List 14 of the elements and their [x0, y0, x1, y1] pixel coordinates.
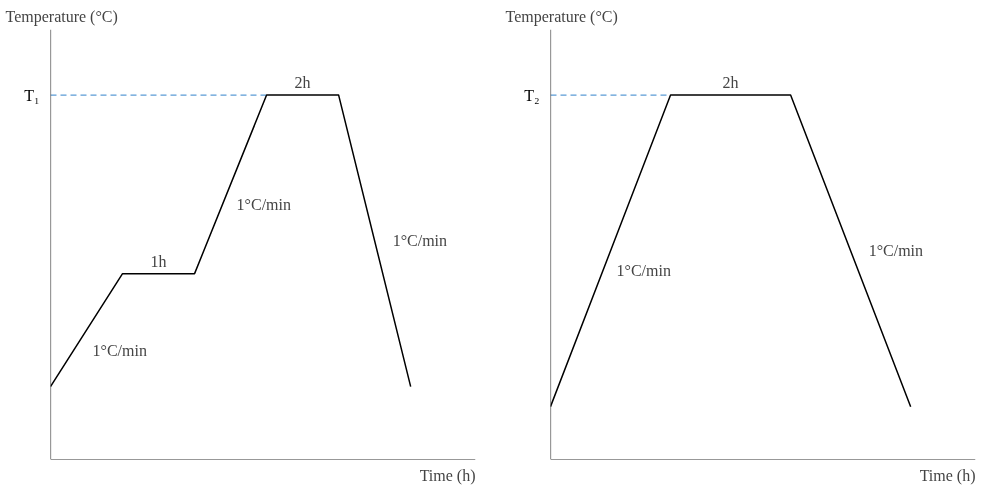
x-axis-title: Time (h): [419, 466, 476, 485]
text: 2h: [294, 74, 311, 92]
y-axis-title: Temperature (°C): [5, 7, 118, 26]
annotation: 1h: [150, 252, 167, 270]
annotation: 1°C/min: [236, 195, 291, 213]
y-axis-title: Temperature (°C): [505, 7, 618, 26]
ref-line-label: T₂: [524, 86, 540, 104]
annotation: 1°C/min: [92, 341, 147, 359]
annotation: 1°C/min: [616, 262, 671, 280]
annotation: 1°C/min: [868, 242, 924, 260]
text: 2h: [722, 74, 739, 92]
annotation: 1°C/min: [392, 232, 448, 250]
x-axis-title: Time (h): [919, 466, 976, 485]
ref-line-label: T₁: [24, 86, 40, 104]
